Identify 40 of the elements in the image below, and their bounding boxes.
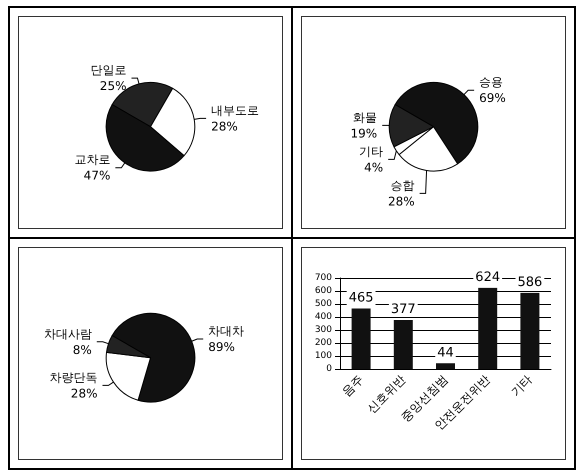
slice-label: 차대차	[208, 324, 244, 338]
slice-label: 기타	[359, 144, 384, 158]
bar	[520, 292, 540, 369]
slice-label: 승용	[479, 75, 504, 90]
x-tick-label: 기타	[508, 372, 535, 399]
data-label: 47%	[84, 168, 110, 183]
data-label: 8%	[72, 342, 92, 357]
data-label: 28%	[70, 386, 98, 400]
data-label: 89%	[208, 340, 235, 354]
slice-label: 내부도로	[211, 103, 260, 118]
x-tick-label: 음주	[339, 372, 366, 399]
slice-label: 단일로	[90, 63, 126, 78]
y-tick-label: 700	[314, 273, 332, 283]
data-label: 624	[475, 270, 500, 285]
slice-label: 차량단독	[49, 370, 98, 384]
data-label: 28%	[388, 194, 415, 208]
data-label: 4%	[364, 160, 384, 174]
y-tick-label: 300	[314, 325, 332, 335]
y-tick-label: 200	[314, 338, 332, 348]
data-label: 19%	[350, 126, 378, 140]
y-tick-label: 600	[314, 286, 332, 296]
bar	[352, 308, 371, 369]
y-tick-label: 500	[314, 299, 332, 309]
bar	[394, 320, 413, 369]
bar	[478, 288, 498, 369]
y-tick-label: 400	[314, 312, 332, 322]
bar	[436, 363, 455, 369]
data-label: 25%	[100, 79, 126, 94]
slice-label: 승합	[390, 178, 415, 192]
slice-label: 차대사람	[44, 326, 92, 341]
slice-label: 화물	[353, 110, 378, 124]
slice-label: 교차로	[74, 152, 110, 167]
data-label: 465	[348, 290, 374, 306]
data-label: 69%	[479, 91, 506, 106]
data-label: 28%	[211, 119, 238, 134]
data-label: 586	[517, 274, 542, 290]
data-label: 44	[437, 345, 454, 360]
y-tick-label: 0	[326, 364, 332, 374]
y-tick-label: 100	[314, 351, 332, 361]
data-label: 377	[390, 302, 416, 317]
